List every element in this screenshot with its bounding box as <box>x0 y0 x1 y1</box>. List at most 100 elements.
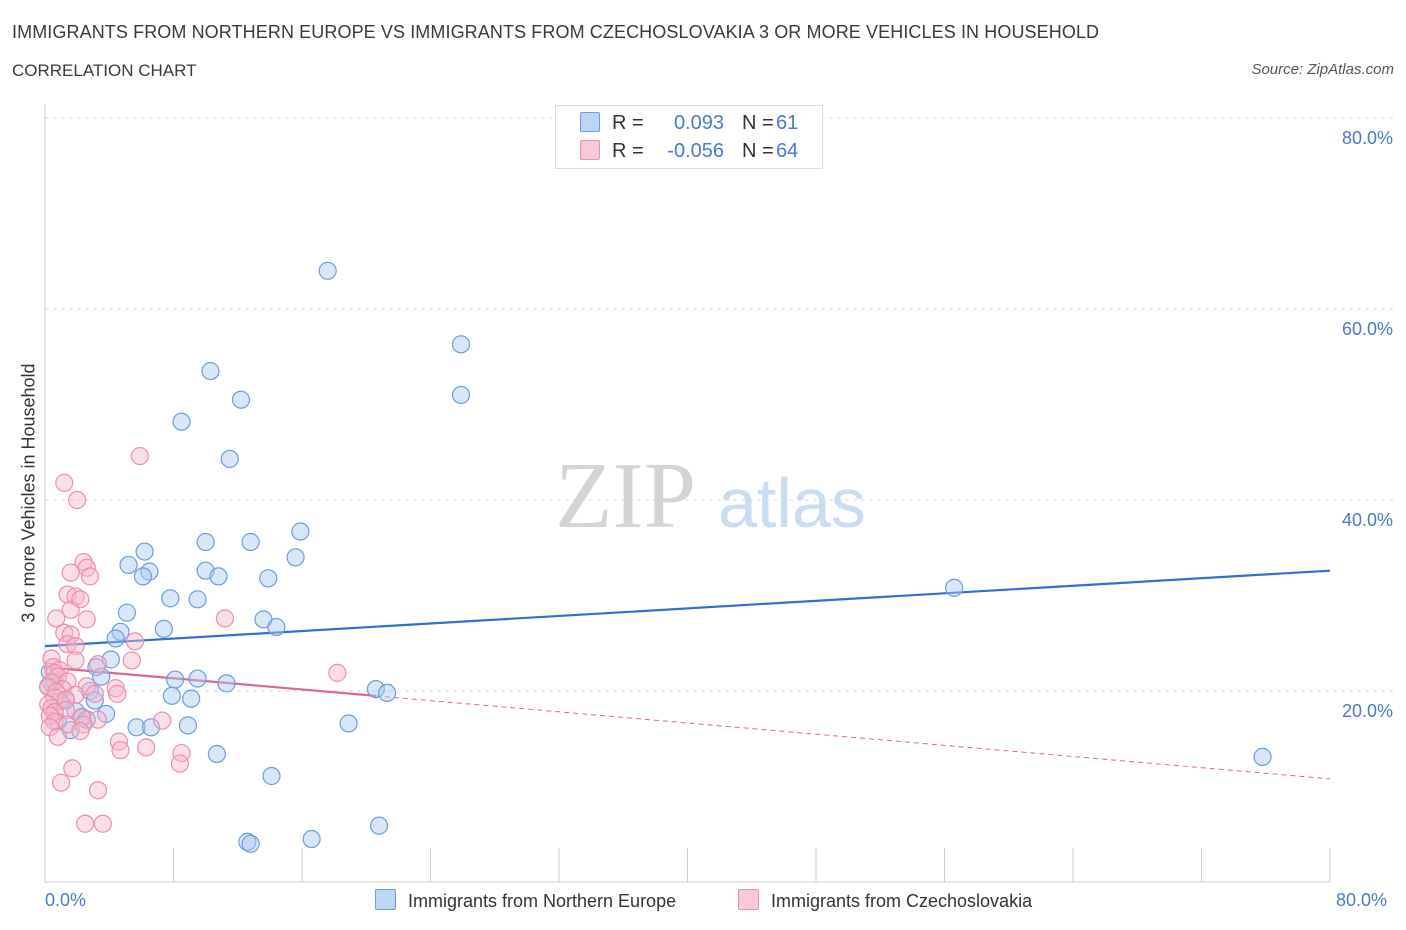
point-czechoslovakia <box>93 814 112 833</box>
point-czechoslovakia <box>111 741 130 760</box>
y-tick-label: 40.0% <box>1342 510 1393 530</box>
point-czechoslovakia <box>56 690 75 709</box>
point-czechoslovakia <box>80 567 100 586</box>
point-northern-europe <box>178 716 198 735</box>
point-czechoslovakia <box>170 754 190 773</box>
point-czechoslovakia <box>88 655 108 674</box>
correlation-legend: R = 0.093 N = 61 R = -0.056 N = 64 <box>555 105 823 169</box>
point-czechoslovakia <box>56 700 75 720</box>
point-northern-europe <box>135 542 154 561</box>
point-czechoslovakia <box>66 637 85 656</box>
point-northern-europe <box>85 691 104 710</box>
x-tick-label-min: 0.0% <box>45 890 87 910</box>
point-northern-europe <box>945 578 964 597</box>
point-northern-europe <box>231 390 251 409</box>
point-northern-europe <box>161 589 180 608</box>
point-northern-europe <box>201 361 220 381</box>
point-northern-europe <box>162 686 181 705</box>
point-northern-europe <box>117 603 137 622</box>
point-northern-europe <box>154 619 173 639</box>
point-czechoslovakia <box>328 663 347 682</box>
point-northern-europe <box>339 714 358 733</box>
point-czechoslovakia <box>61 600 80 619</box>
point-northern-europe <box>318 261 337 280</box>
legend-n-label: N = <box>742 140 774 162</box>
point-northern-europe <box>188 590 207 609</box>
legend-n-label: N = <box>742 112 774 134</box>
point-northern-europe <box>182 689 201 708</box>
axes <box>44 104 1331 883</box>
point-northern-europe <box>370 816 389 835</box>
bottom-legend-swatch-blue <box>375 889 396 910</box>
point-czechoslovakia <box>61 563 80 582</box>
point-czechoslovakia <box>47 609 66 628</box>
point-northern-europe <box>188 669 207 688</box>
point-czechoslovakia <box>61 625 80 644</box>
y-tick-label: 80.0% <box>1342 128 1393 148</box>
bottom-legend-label-czechoslovakia: Immigrants from Czechoslovakia <box>771 891 1033 911</box>
point-northern-europe <box>87 658 106 677</box>
trend-line-0 <box>44 569 1331 648</box>
point-northern-europe <box>291 522 310 541</box>
point-northern-europe <box>119 555 138 575</box>
point-northern-europe <box>259 569 278 588</box>
legend-r-value: 0.093 <box>673 112 724 134</box>
legend-swatch-pink <box>580 140 600 160</box>
point-northern-europe <box>451 385 471 405</box>
point-northern-europe <box>127 718 146 737</box>
source-label: Source: ZipAtlas.com <box>1251 61 1394 78</box>
point-northern-europe <box>209 567 228 586</box>
point-czechoslovakia <box>55 623 74 642</box>
point-northern-europe <box>133 567 153 586</box>
point-czechoslovakia <box>45 688 64 707</box>
trend-line-dashed-1 <box>375 695 1331 780</box>
legend-r-label: R = <box>612 140 644 162</box>
watermark: ZIP atlas <box>555 444 866 548</box>
point-czechoslovakia <box>137 738 156 757</box>
point-czechoslovakia <box>66 587 85 606</box>
y-tick-label: 20.0% <box>1342 701 1393 721</box>
bottom-legend-northern-europe: Immigrants from Northern Europe <box>375 889 676 912</box>
legend-swatch-blue <box>580 112 600 132</box>
point-czechoslovakia <box>85 684 104 703</box>
point-northern-europe <box>106 629 125 648</box>
point-czechoslovakia <box>76 814 95 833</box>
bottom-legend-czechoslovakia: Immigrants from Czechoslovakia <box>738 889 1032 912</box>
point-northern-europe <box>166 670 185 689</box>
trend-lines <box>44 569 1331 780</box>
point-czechoslovakia <box>215 609 234 628</box>
watermark-zip: ZIP <box>555 444 696 548</box>
point-northern-europe <box>196 532 215 552</box>
point-northern-europe <box>207 744 226 764</box>
x-tick-label-max: 80.0% <box>1336 890 1388 910</box>
chart-title: IMMIGRANTS FROM NORTHERN EUROPE VS IMMIG… <box>12 22 1100 42</box>
chart-subtitle: CORRELATION CHART <box>12 61 197 80</box>
point-czechoslovakia <box>55 473 74 492</box>
point-northern-europe <box>141 718 161 737</box>
point-northern-europe <box>451 335 471 354</box>
point-czechoslovakia <box>48 727 67 746</box>
point-czechoslovakia <box>122 651 141 670</box>
legend-row-czechoslovakia: R = -0.056 N = 64 <box>580 140 798 166</box>
legend-n-value: 64 <box>776 140 799 162</box>
legend-n-value: 61 <box>776 112 799 134</box>
point-czechoslovakia <box>88 781 108 800</box>
point-northern-europe <box>366 679 385 699</box>
watermark-atlas: atlas <box>718 464 866 542</box>
y-tick-label: 60.0% <box>1342 319 1393 339</box>
point-northern-europe <box>220 449 239 469</box>
legend-r-label: R = <box>612 112 644 134</box>
point-czechoslovakia <box>130 446 149 466</box>
data-points <box>39 261 1272 853</box>
point-northern-europe <box>241 834 260 853</box>
bottom-legend-label-northern-europe: Immigrants from Northern Europe <box>408 891 677 911</box>
bottom-legend-swatch-pink <box>738 889 759 910</box>
point-northern-europe <box>378 683 397 703</box>
y-axis-label: 3 or more Vehicles in Household <box>18 363 39 623</box>
point-czechoslovakia <box>88 710 108 729</box>
point-czechoslovakia <box>51 773 71 792</box>
point-northern-europe <box>267 617 286 637</box>
legend-r-value: -0.056 <box>667 140 724 162</box>
point-northern-europe <box>238 832 257 851</box>
